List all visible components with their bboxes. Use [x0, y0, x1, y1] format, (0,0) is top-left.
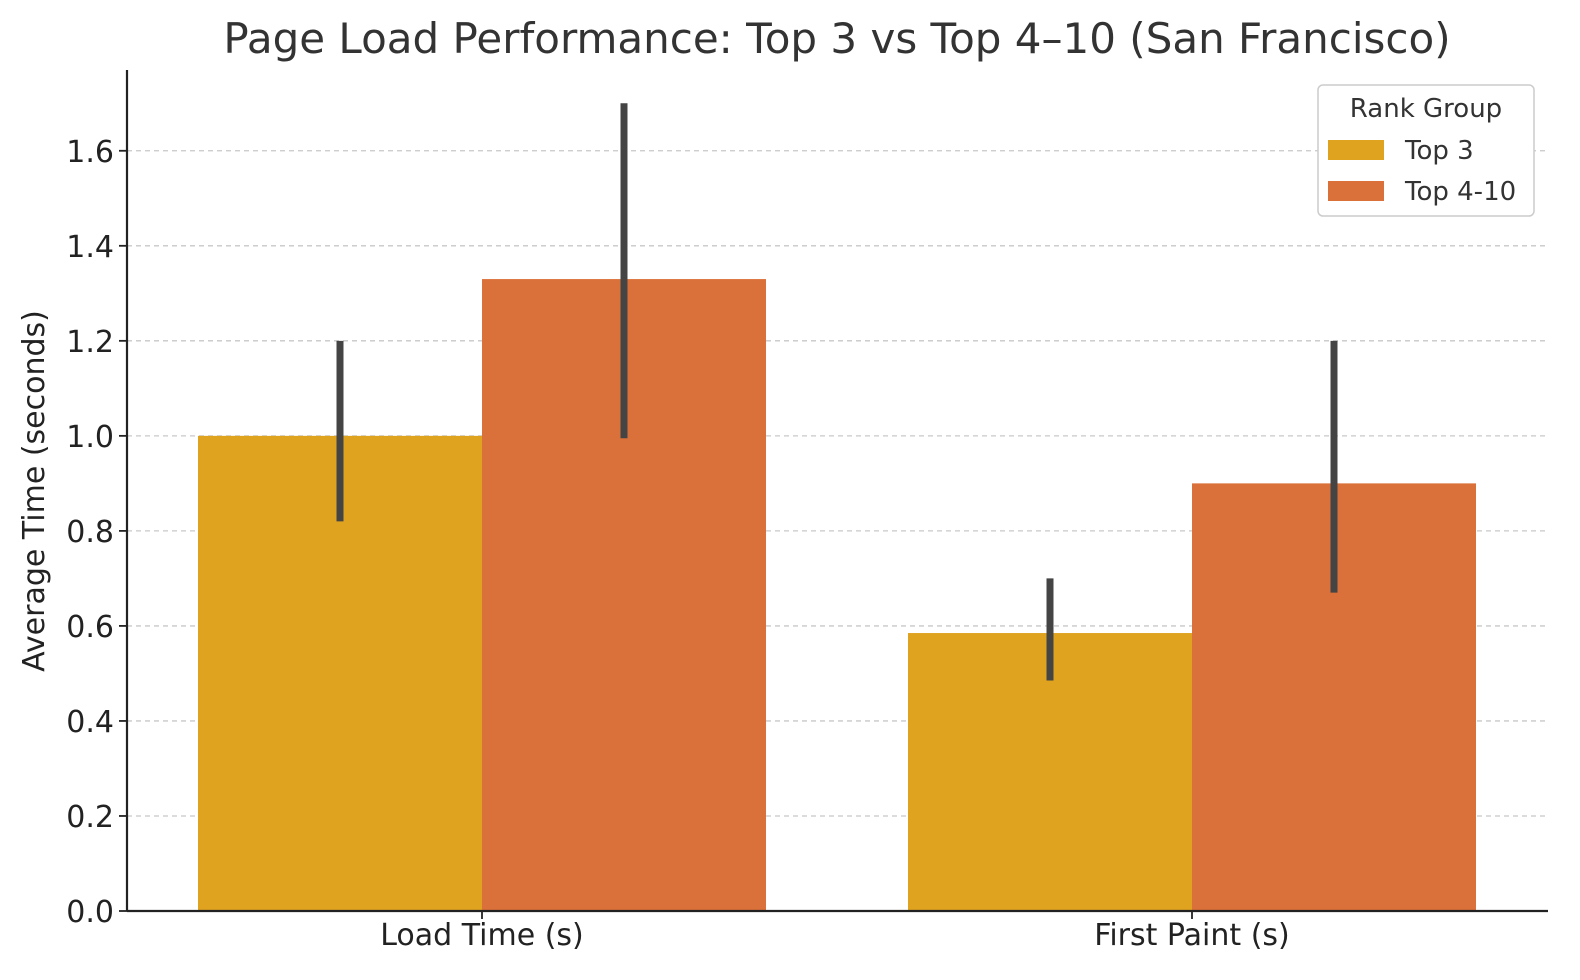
legend: Rank Group Top 3 Top 4-10 [1317, 84, 1535, 217]
y-tick-label: 0.6 [66, 610, 114, 645]
y-tick-label: 1.0 [66, 420, 114, 455]
y-tick-label: 0.4 [66, 705, 114, 740]
legend-swatch [1328, 181, 1384, 201]
y-tick-label: 1.6 [66, 135, 114, 170]
y-tick-label: 0.2 [66, 800, 114, 835]
x-tick-label: First Paint (s) [1094, 918, 1289, 953]
bars [198, 279, 1476, 911]
y-tick-label: 1.2 [66, 325, 114, 360]
legend-label: Top 4-10 [1404, 177, 1516, 207]
legend-label: Top 3 [1404, 136, 1474, 166]
legend-swatch [1328, 140, 1384, 160]
y-tick-label: 0.0 [66, 895, 114, 930]
y-ticks: 0.0 0.2 0.4 0.6 0.8 1.0 1.2 1.4 1.6 [66, 135, 127, 930]
chart-title: Page Load Performance: Top 3 vs Top 4–10… [223, 14, 1450, 63]
x-tick-label: Load Time (s) [380, 918, 584, 953]
y-axis-label: Average Time (seconds) [17, 310, 52, 672]
error-bars [336, 103, 1338, 681]
legend-title: Rank Group [1350, 94, 1502, 124]
y-tick-label: 0.8 [66, 515, 114, 550]
y-tick-label: 1.4 [66, 230, 114, 265]
x-ticks: Load Time (s) First Paint (s) [380, 911, 1290, 953]
legend-items: Top 3 Top 4-10 [1328, 136, 1516, 207]
